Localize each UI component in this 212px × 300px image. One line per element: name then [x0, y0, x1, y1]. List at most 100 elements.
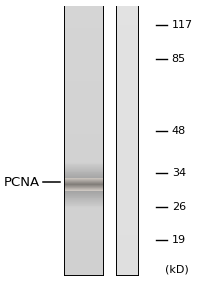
Bar	[64, 226, 103, 227]
Bar	[64, 189, 103, 190]
Bar	[64, 17, 103, 18]
Bar	[116, 263, 138, 264]
Bar	[116, 15, 138, 16]
Bar	[116, 33, 138, 34]
Bar	[116, 94, 138, 95]
Bar	[116, 252, 138, 253]
Bar	[64, 174, 103, 175]
Bar	[116, 25, 138, 26]
Bar	[64, 224, 103, 225]
Bar	[116, 247, 138, 248]
Bar	[64, 166, 103, 167]
Bar	[116, 105, 138, 106]
Bar	[116, 45, 138, 46]
Bar	[64, 145, 103, 146]
Bar	[116, 165, 138, 166]
Bar	[116, 27, 138, 28]
Bar	[116, 184, 138, 185]
Bar	[64, 231, 103, 232]
Bar	[64, 169, 103, 170]
Bar	[116, 101, 138, 102]
Bar	[64, 85, 103, 86]
Bar	[116, 55, 138, 56]
Bar	[64, 73, 103, 74]
Bar	[116, 50, 138, 51]
Bar	[116, 149, 138, 150]
Bar	[64, 123, 103, 124]
Bar	[64, 138, 103, 139]
Bar	[64, 180, 103, 181]
Bar	[116, 162, 138, 163]
Bar	[116, 64, 138, 65]
Bar	[116, 179, 138, 180]
Bar	[64, 140, 103, 141]
Bar	[116, 104, 138, 105]
Bar	[64, 242, 103, 243]
Bar	[64, 63, 103, 64]
Bar	[116, 198, 138, 199]
Bar	[64, 216, 103, 217]
Bar	[64, 32, 103, 33]
Bar	[116, 79, 138, 80]
Bar	[64, 266, 103, 267]
Bar	[116, 160, 138, 161]
Bar	[116, 201, 138, 202]
Bar	[116, 145, 138, 146]
Bar	[64, 154, 103, 155]
Bar	[64, 247, 103, 248]
Bar	[64, 191, 103, 192]
Bar	[116, 63, 138, 64]
Bar	[64, 200, 103, 201]
Bar	[116, 156, 138, 157]
Bar	[116, 220, 138, 221]
Bar	[64, 184, 103, 185]
Bar	[116, 267, 138, 268]
Bar	[64, 110, 103, 111]
Bar	[116, 132, 138, 133]
Bar	[116, 128, 138, 129]
Bar	[116, 78, 138, 79]
Bar	[116, 51, 138, 52]
Bar	[116, 77, 138, 78]
Bar	[64, 271, 103, 272]
Bar	[64, 256, 103, 257]
Bar	[64, 34, 103, 35]
Bar	[116, 211, 138, 212]
Bar	[64, 195, 103, 196]
Bar	[64, 229, 103, 230]
Bar	[64, 100, 103, 101]
Bar	[116, 113, 138, 114]
Bar	[64, 46, 103, 47]
Bar	[64, 178, 103, 179]
Bar	[116, 183, 138, 184]
Bar	[116, 195, 138, 196]
Bar	[64, 103, 103, 104]
Bar	[64, 141, 103, 142]
Bar	[116, 130, 138, 131]
Bar	[64, 37, 103, 38]
Bar	[116, 11, 138, 12]
Bar	[64, 87, 103, 88]
Bar	[64, 47, 103, 48]
Bar	[64, 153, 103, 154]
Bar	[116, 44, 138, 45]
Bar	[64, 23, 103, 24]
Bar	[64, 114, 103, 115]
Bar	[64, 60, 103, 61]
Bar	[116, 57, 138, 58]
Bar	[116, 271, 138, 272]
Bar	[64, 151, 103, 152]
Bar	[116, 126, 138, 127]
Bar	[116, 158, 138, 159]
Bar	[64, 9, 103, 10]
Bar	[116, 129, 138, 130]
Bar	[64, 92, 103, 93]
Bar	[64, 192, 103, 193]
Bar	[64, 83, 103, 84]
Bar	[64, 13, 103, 14]
Bar	[64, 258, 103, 259]
Bar	[116, 6, 138, 7]
Bar	[116, 52, 138, 53]
Bar	[64, 268, 103, 269]
Bar	[64, 244, 103, 245]
